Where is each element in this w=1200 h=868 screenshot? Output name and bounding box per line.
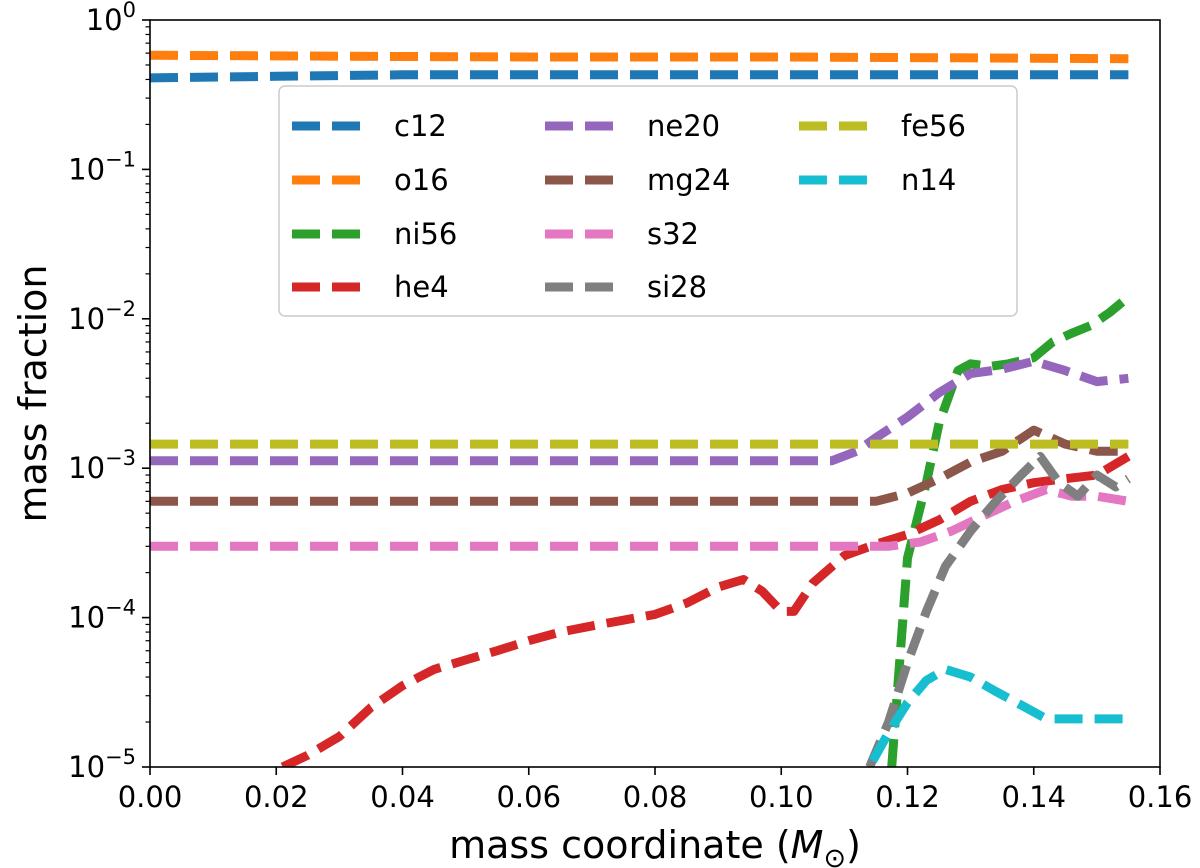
- legend-frame: [278, 85, 1018, 317]
- x-tick-label: 0.08: [623, 780, 688, 814]
- series-n14: [868, 664, 1129, 763]
- series-he4: [280, 452, 1131, 767]
- y-tick-label: 10−2: [68, 297, 136, 336]
- x-tick-label: 0.06: [496, 780, 561, 814]
- legend-label-si28: si28: [647, 270, 707, 304]
- series-layer: [150, 50, 1132, 767]
- legend-label-he4: he4: [394, 270, 449, 304]
- legend-label-o16: o16: [394, 163, 449, 197]
- y-tick-label: 10−4: [68, 596, 136, 635]
- y-tick-label: 10−1: [68, 147, 136, 186]
- legend-label-c12: c12: [394, 109, 447, 143]
- x-tick-label: 0.14: [1001, 780, 1066, 814]
- legend-label-fe56: fe56: [901, 109, 966, 143]
- y-tick-label: 10−5: [68, 745, 136, 784]
- legend-label-ni56: ni56: [394, 217, 457, 251]
- x-tick-label: 0.00: [118, 780, 183, 814]
- series-ni56: [887, 293, 1132, 767]
- y-tick-label: 10−3: [68, 446, 136, 485]
- series-ne20: [150, 356, 1129, 466]
- series-c12: [150, 70, 1129, 83]
- legend-label-ne20: ne20: [647, 109, 720, 143]
- y-axis-label: mass fraction: [11, 265, 55, 523]
- legend-label-s32: s32: [647, 217, 699, 251]
- x-tick-label: 0.02: [244, 780, 309, 814]
- x-axis-label: mass coordinate (M⊙): [449, 823, 861, 868]
- x-tick-label: 0.12: [875, 780, 940, 814]
- legend-label-n14: n14: [901, 163, 956, 197]
- x-tick-label: 0.04: [370, 780, 435, 814]
- legend: c12 o16 ni56 he4 ne20 mg24 s32 si28 fe56 n14: [278, 85, 1018, 317]
- x-tick-label: 0.10: [749, 780, 814, 814]
- y-tick-label: 100: [86, 0, 136, 37]
- legend-label-mg24: mg24: [647, 163, 731, 197]
- series-si28: [865, 451, 1131, 767]
- series-o16: [150, 50, 1129, 64]
- x-tick-label: 0.16: [1128, 780, 1193, 814]
- ticks-layer: 0.00 0.02 0.04 0.06 0.08 0.10 0.12 0.14 0.16 10−5…: [68, 0, 1192, 814]
